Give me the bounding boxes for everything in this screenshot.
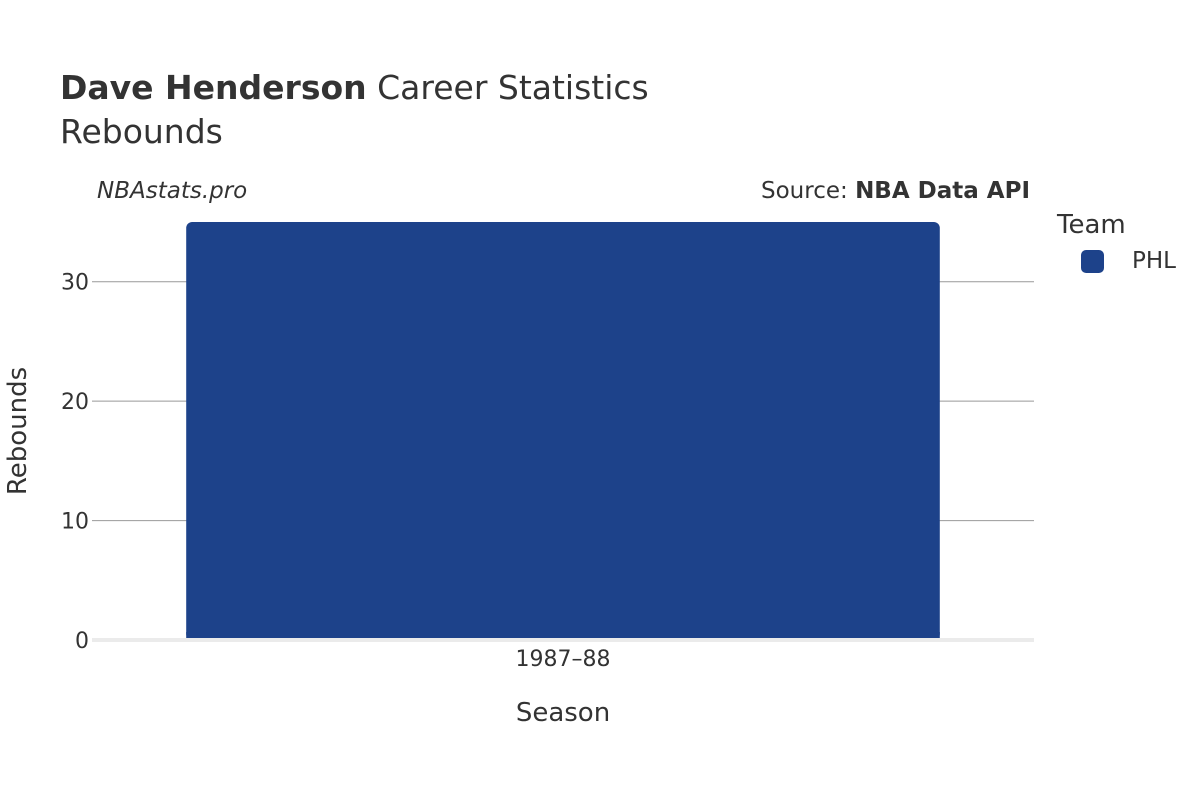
chart-title: Dave Henderson Career Statistics Rebound…: [60, 66, 649, 154]
source-credit: Source: NBA Data API: [761, 178, 1030, 204]
source-name: NBA Data API: [855, 178, 1030, 204]
chart-subtitle: Rebounds: [60, 112, 223, 151]
y-tick-label: 10: [61, 510, 89, 535]
legend-label: PHL: [1132, 248, 1176, 274]
y-tick-label: 20: [61, 390, 89, 415]
legend-item-phl[interactable]: PHL: [1081, 248, 1176, 274]
title-line: Dave Henderson Career Statistics: [60, 66, 649, 110]
legend-swatch: [1081, 249, 1104, 273]
legend-title: Team: [1057, 210, 1126, 240]
x-tick-label: 1987–88: [516, 647, 611, 672]
source-prefix: Source:: [761, 178, 856, 204]
watermark: NBAstats.pro: [97, 178, 248, 204]
legend: Team PHL: [1057, 210, 1176, 274]
bar: [186, 222, 940, 640]
y-axis-title: Rebounds: [3, 367, 33, 495]
y-tick-label: 30: [61, 271, 89, 296]
player-name: Dave Henderson: [60, 68, 367, 107]
bar-base: [186, 632, 940, 640]
title-rest: Career Statistics: [366, 68, 649, 107]
y-tick-label: 0: [75, 629, 89, 654]
x-axis-title: Season: [516, 698, 610, 728]
